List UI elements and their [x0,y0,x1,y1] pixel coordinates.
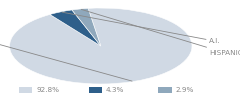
Text: 2.9%: 2.9% [175,87,194,93]
Bar [89,87,102,93]
Wedge shape [72,8,101,46]
Wedge shape [10,8,192,84]
Text: 92.8%: 92.8% [36,87,59,93]
Text: WHITE: WHITE [0,33,132,81]
Bar [19,87,32,93]
Wedge shape [50,10,101,46]
Text: 4.3%: 4.3% [106,87,124,93]
Text: HISPANIC: HISPANIC [81,9,240,56]
Text: A.I.: A.I. [62,12,220,44]
Bar [158,87,172,93]
